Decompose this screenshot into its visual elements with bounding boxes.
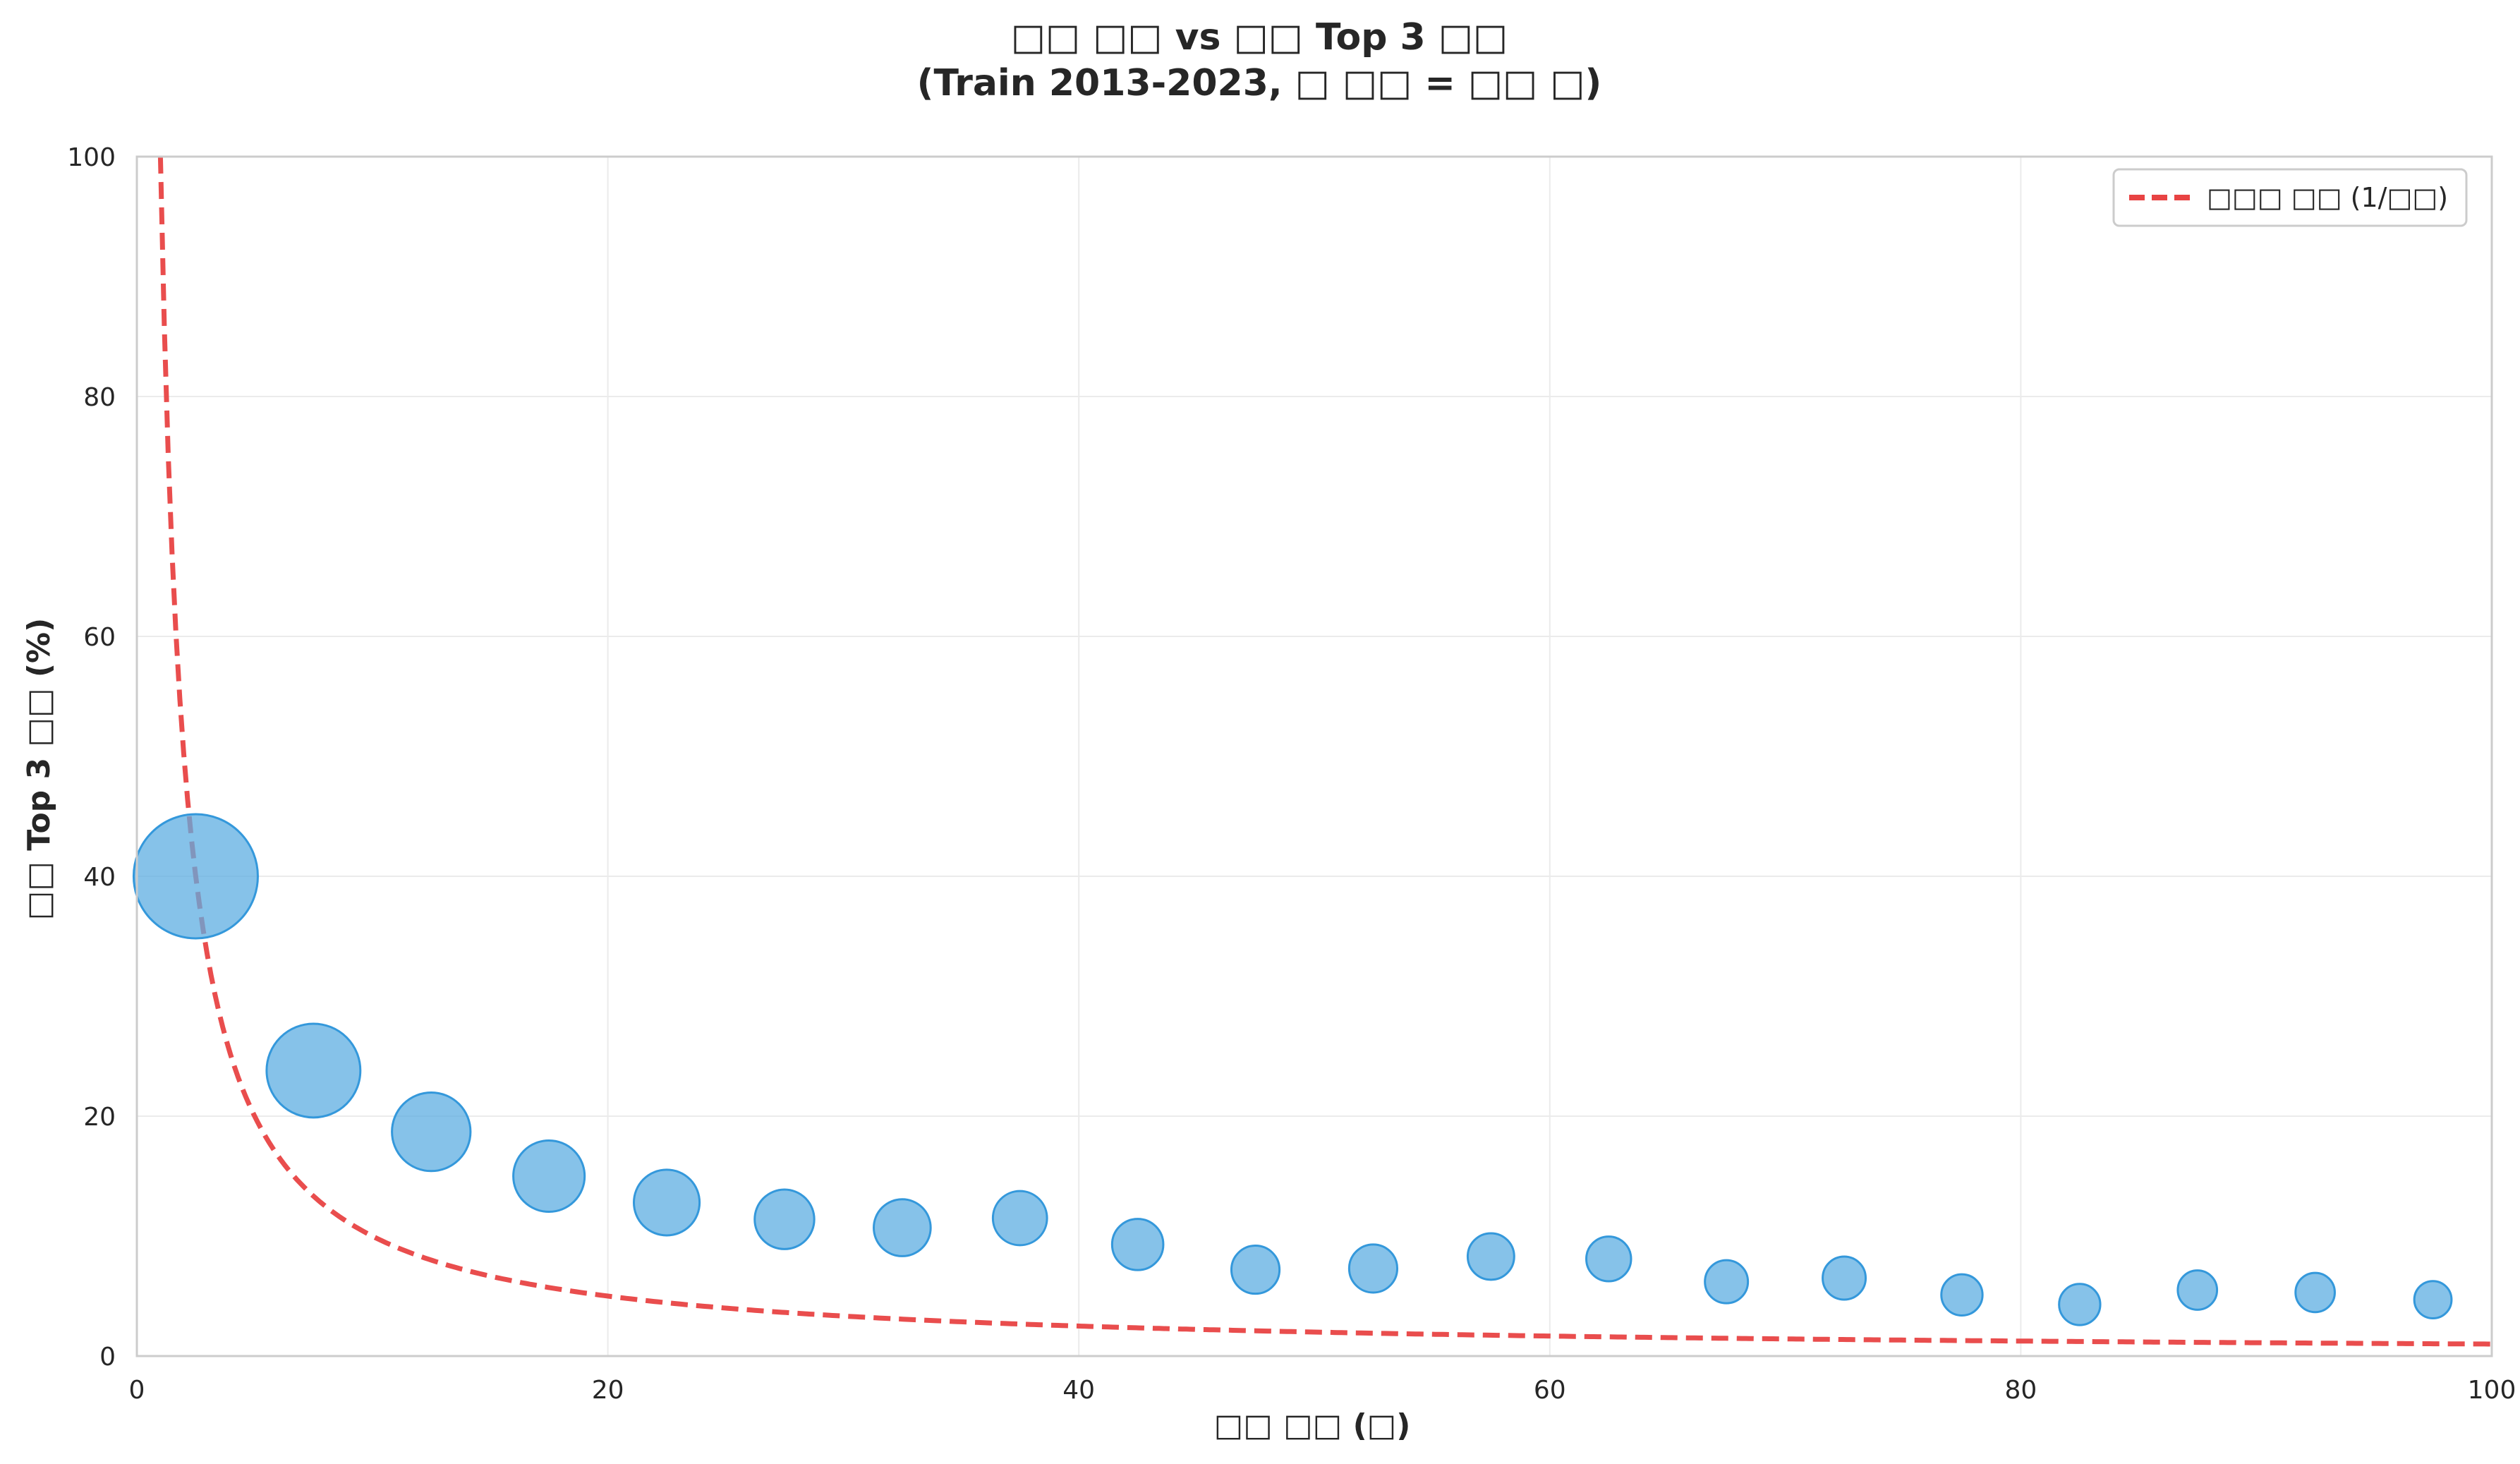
y-tick-label: 80 [83,383,116,412]
x-tick-label: 0 [129,1376,145,1405]
data-point [1940,1273,1984,1317]
chart-title-line1: □□ □□ vs □□ Top 3 □□ [1011,16,1508,59]
x-axis-label: □□ □□ (□) [1214,1408,1411,1444]
reference-line-layer [157,156,2492,1347]
data-point [1466,1232,1515,1281]
data-point [873,1198,932,1257]
x-tick-label: 80 [2004,1376,2037,1405]
y-tick-label: 40 [83,863,116,892]
data-point [391,1091,472,1173]
y-tick-label: 20 [83,1103,116,1132]
x-axis-ticks: 0 20 40 60 80 100 [129,1376,2516,1405]
data-point [2176,1269,2219,1311]
plot-frame [135,155,2493,1357]
grid [136,156,2492,1357]
legend-box [2112,168,2468,227]
data-point [632,1168,701,1237]
x-tick-label: 40 [1062,1376,1095,1405]
data-points [132,813,2453,1326]
data-point [1230,1245,1281,1295]
data-point [2413,1280,2453,1319]
data-point [2058,1283,2102,1326]
x-tick-label: 20 [592,1376,624,1405]
y-tick-label: 100 [67,143,116,172]
chart-title-line2: (Train 2013-2023, □ □□ = □□ □) [917,62,1602,104]
y-axis-label: □□ Top 3 □□ (%) [21,618,57,920]
data-point [991,1190,1048,1247]
data-point [2294,1271,2336,1314]
data-point [753,1188,816,1250]
x-tick-label: 100 [2468,1376,2516,1405]
data-point [1585,1235,1632,1283]
y-tick-label: 0 [99,1343,116,1372]
data-point [1110,1218,1165,1271]
data-point [1347,1243,1399,1294]
y-tick-label: 60 [83,623,116,652]
data-point [512,1139,586,1214]
data-point [265,1022,362,1119]
data-point [132,813,259,940]
y-axis-ticks: 0 20 40 60 80 100 [67,143,116,1372]
legend: □□□ □□ (1/□□) [2112,168,2468,227]
legend-reference-line-label: □□□ □□ (1/□□) [2207,182,2448,213]
reference-line [157,156,2492,1347]
x-tick-label: 60 [1534,1376,1566,1405]
data-point [1822,1255,1867,1301]
data-point [1704,1259,1750,1305]
